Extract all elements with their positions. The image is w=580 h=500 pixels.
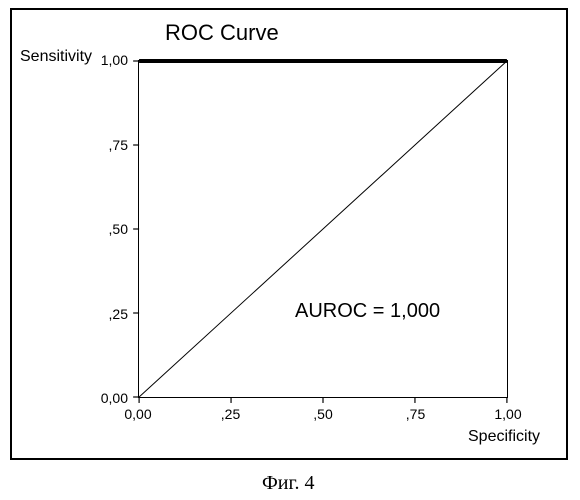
x-tick-label: 0,00	[124, 406, 151, 422]
y-tick-label: 0,00	[101, 390, 128, 406]
y-tick-label: 1,00	[101, 52, 128, 68]
x-tick-label: 1,00	[494, 406, 521, 422]
x-tick-label: ,25	[221, 406, 240, 422]
y-tick-label: ,25	[109, 306, 128, 322]
chart-title: ROC Curve	[165, 20, 279, 46]
diagonal-line	[139, 61, 507, 397]
plot-svg	[139, 61, 507, 397]
y-tick-label: ,75	[109, 137, 128, 153]
figure-caption: Фиг. 4	[262, 472, 314, 495]
auroc-annotation: AUROC = 1,000	[295, 300, 440, 323]
plot-area	[138, 60, 508, 398]
y-tick-label: ,50	[109, 221, 128, 237]
x-tick-label: ,75	[406, 406, 425, 422]
x-axis-label: Specificity	[468, 428, 540, 446]
y-axis-label: Sensitivity	[20, 48, 92, 66]
x-tick-label: ,50	[313, 406, 332, 422]
